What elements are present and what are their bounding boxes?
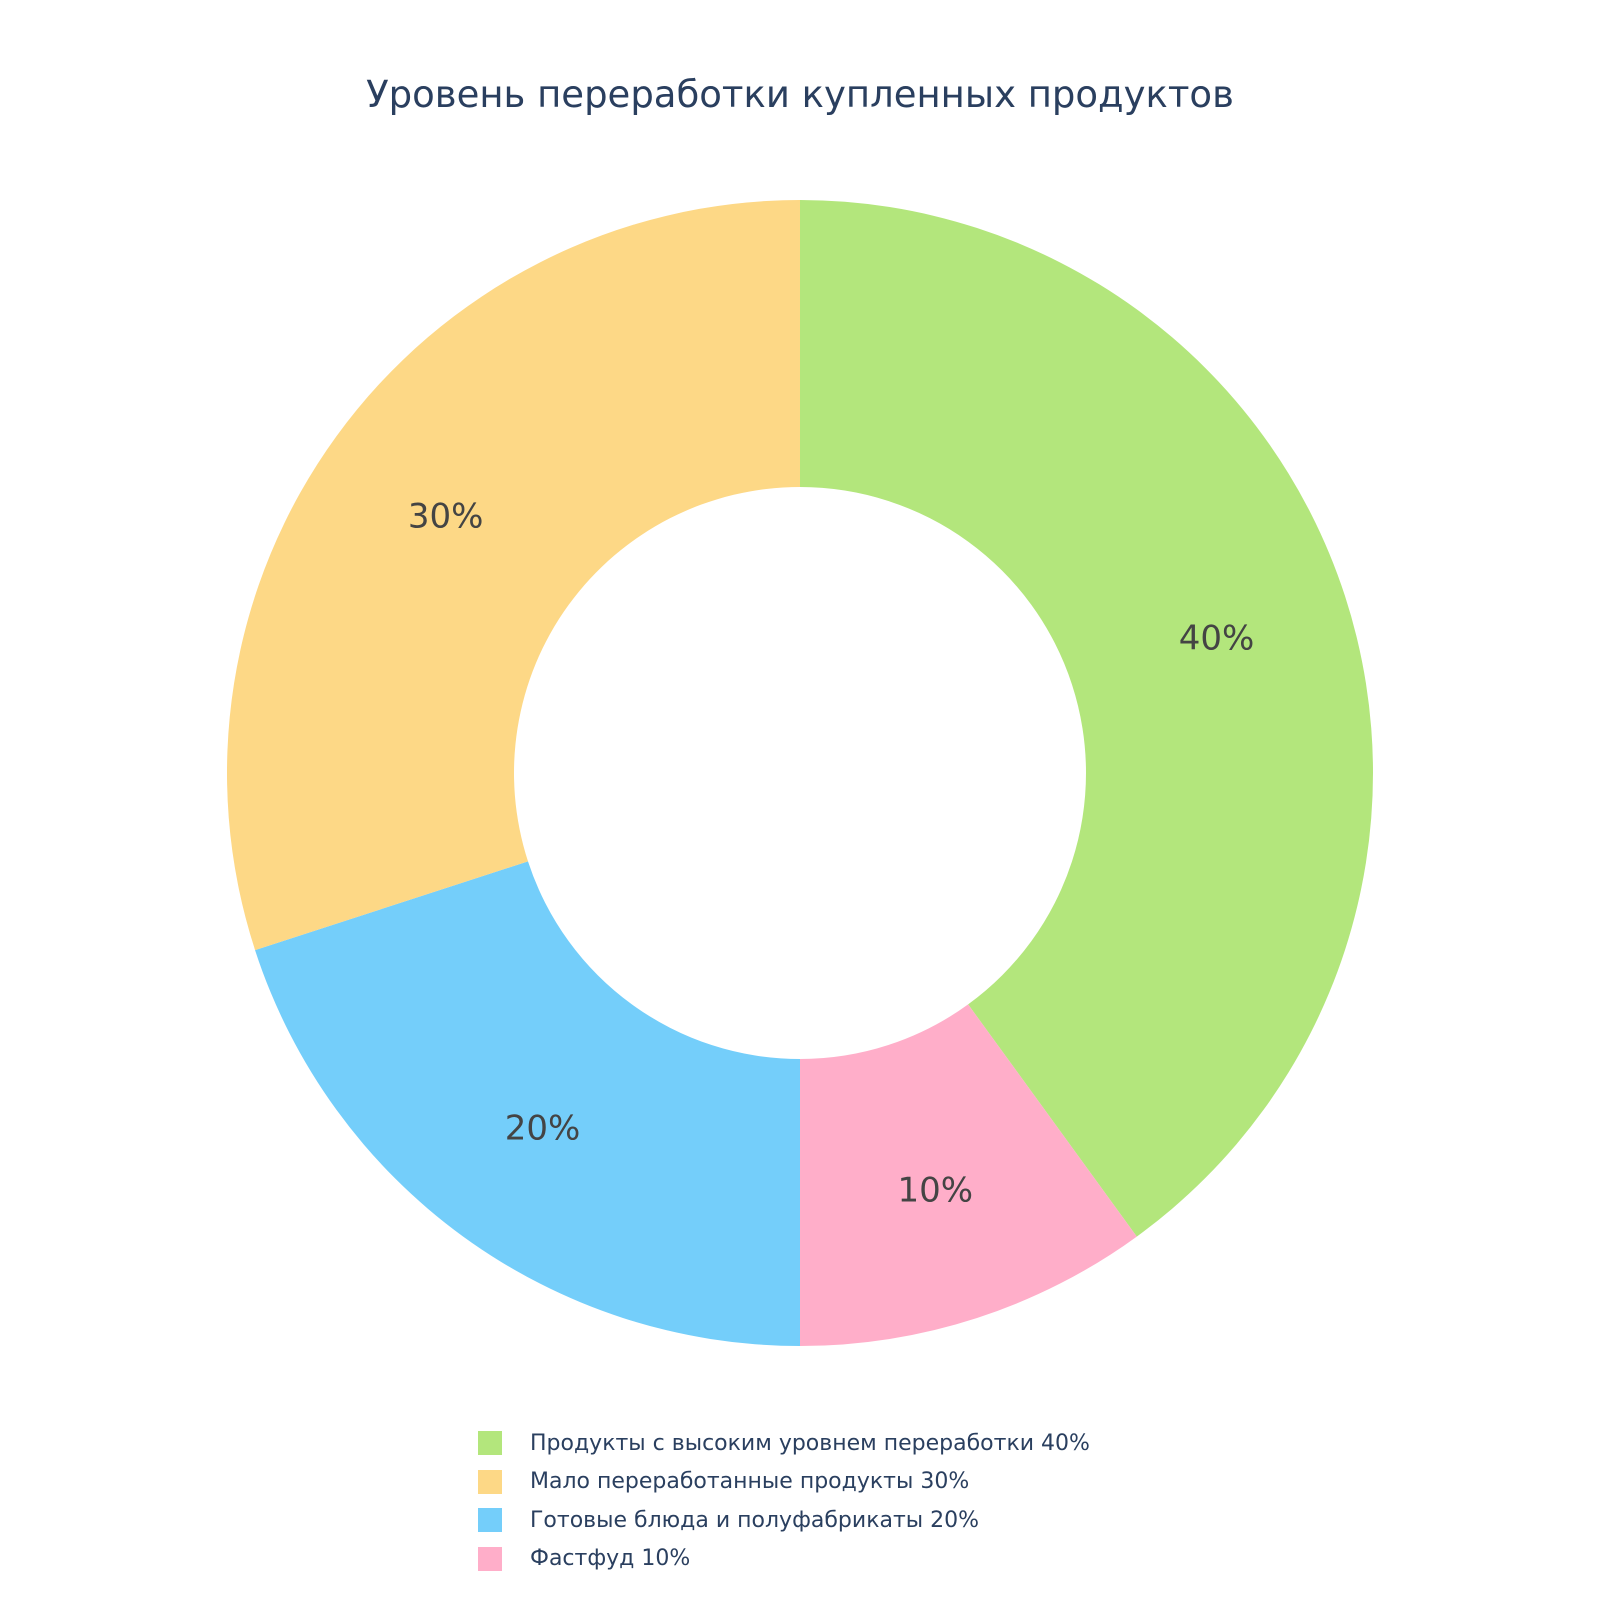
legend-label: Фастфуд 10%: [530, 1546, 691, 1572]
legend-label: Готовые блюда и полуфабрикаты 20%: [530, 1507, 980, 1533]
legend-item-1[interactable]: Продукты с высоким уровнем переработки 4…: [478, 1424, 1198, 1463]
legend-label: Продукты с высоким уровнем переработки 4…: [530, 1430, 1090, 1456]
slice-label-4: 10%: [898, 1171, 974, 1211]
legend-item-4[interactable]: Фастфуд 10%: [478, 1540, 1198, 1579]
donut-slice-labels: 40% 10% 20% 30%: [408, 497, 1254, 1211]
donut-slice-4[interactable]: [800, 1004, 1137, 1346]
legend-swatch: [478, 1431, 502, 1456]
donut-slice-3[interactable]: [255, 861, 800, 1346]
chart-legend: Продукты с высоким уровнем переработки 4…: [478, 1424, 1198, 1578]
donut-slices: [226, 200, 1373, 1346]
slice-label-2: 30%: [408, 497, 484, 537]
legend-swatch: [478, 1546, 502, 1571]
donut-slice-1[interactable]: [800, 200, 1373, 1237]
slice-label-1: 40%: [1179, 619, 1255, 659]
legend-swatch: [478, 1508, 502, 1533]
slice-label-3: 20%: [505, 1108, 581, 1148]
legend-item-3[interactable]: Готовые блюда и полуфабрикаты 20%: [478, 1501, 1198, 1540]
legend-swatch: [478, 1469, 502, 1494]
chart-title: Уровень переработки купленных продуктов: [366, 73, 1234, 116]
legend-item-2[interactable]: Мало переработанные продукты 30%: [478, 1463, 1198, 1502]
donut-slice-2[interactable]: [226, 200, 800, 951]
legend-label: Мало переработанные продукты 30%: [530, 1469, 970, 1495]
